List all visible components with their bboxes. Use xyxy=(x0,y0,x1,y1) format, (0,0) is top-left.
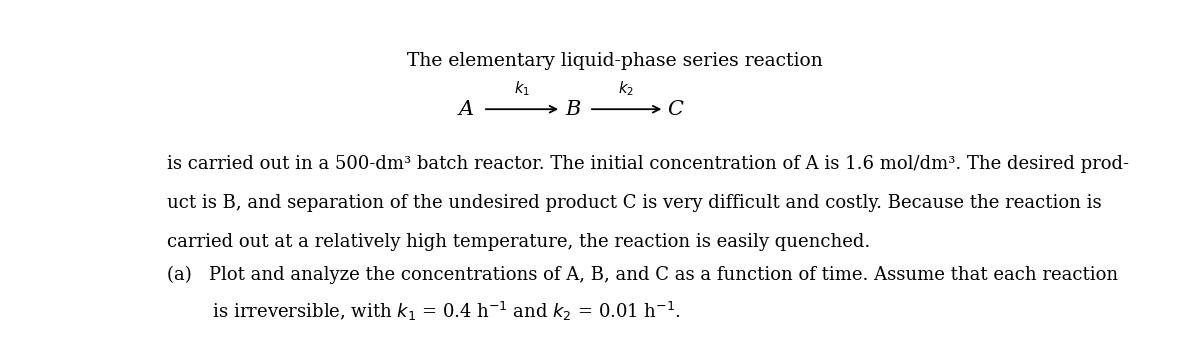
Text: The elementary liquid-phase series reaction: The elementary liquid-phase series react… xyxy=(407,52,823,70)
Text: $k_1$: $k_1$ xyxy=(514,79,530,98)
Text: C: C xyxy=(667,100,684,119)
Text: $k_2$: $k_2$ xyxy=(618,79,634,98)
Text: is carried out in a 500-dm³ batch reactor. The initial concentration of A is 1.6: is carried out in a 500-dm³ batch reacto… xyxy=(167,155,1129,173)
Text: (a)   Plot and analyze the concentrations of A, B, and C as a function of time. : (a) Plot and analyze the concentrations … xyxy=(167,266,1118,284)
Text: uct is B, and separation of the undesired product C is very difficult and costly: uct is B, and separation of the undesire… xyxy=(167,194,1102,212)
Text: B: B xyxy=(565,100,581,119)
Text: is irreversible, with $k_1$ = 0.4 h$^{-1}$ and $k_2$ = 0.01 h$^{-1}$.: is irreversible, with $k_1$ = 0.4 h$^{-1… xyxy=(167,300,680,323)
Text: A: A xyxy=(458,100,474,119)
Text: carried out at a relatively high temperature, the reaction is easily quenched.: carried out at a relatively high tempera… xyxy=(167,233,870,250)
